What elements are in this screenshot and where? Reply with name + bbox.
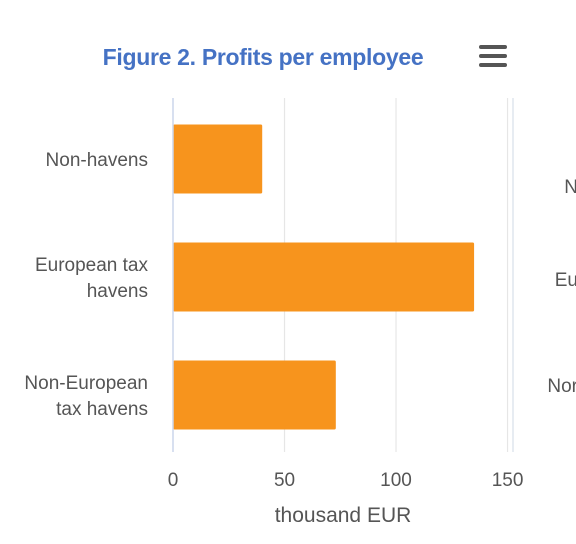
category-label: Non-havens [46,150,148,171]
bar[interactable] [173,124,263,194]
neighbor-category-label: Nor [547,376,576,397]
neighbor-category-label: Eu [555,270,576,291]
hamburger-menu-icon-bar [479,63,507,67]
chart-title: Figure 2. Profits per employee [102,44,424,70]
bar[interactable] [173,360,336,430]
bars [173,124,475,430]
tick-label: 150 [492,470,524,491]
tick-label: 100 [380,470,412,491]
x-axis-title: thousand EUR [275,504,412,527]
neighbor-category-label: N [564,177,576,198]
category-labels: Non-havens European tax havens Non-European… [24,150,148,420]
tick-label: 0 [168,470,179,491]
hamburger-menu-icon [479,45,507,49]
category-label: Non-European tax havens [24,373,148,420]
neighbor-chart-labels: N Eu Nor [547,177,576,397]
chart-menu-button[interactable] [476,42,510,72]
category-label: European tax havens [35,255,149,302]
tick-labels: 0 50 100 150 [168,470,524,491]
bar[interactable] [173,242,475,312]
tick-label: 50 [274,470,295,491]
hamburger-menu-icon-bar [479,54,507,58]
